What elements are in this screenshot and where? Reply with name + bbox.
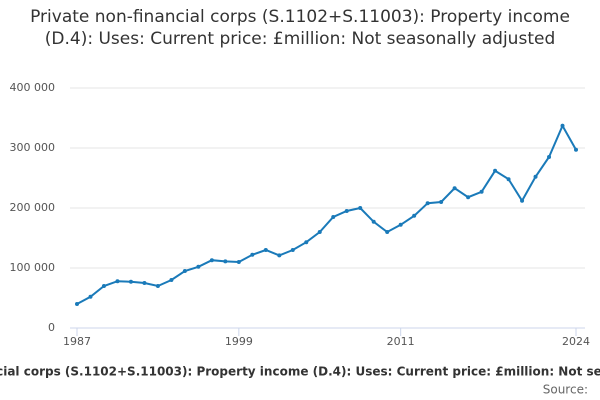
y-tick-label: 300 000 [10,141,56,154]
data-point [479,189,484,194]
data-point [344,209,349,213]
data-point [493,168,498,173]
data-point [506,177,511,182]
data-point [452,186,457,191]
data-point [304,240,309,245]
data-point [115,279,120,284]
x-tick-label: 2011 [387,335,415,348]
source: Source: [543,383,588,397]
data-point [466,195,471,200]
data-point [101,284,106,288]
data-point [209,258,214,263]
data-point [574,147,578,152]
series-line [76,123,577,305]
data-point [425,201,430,206]
x-tick-label: 1999 [225,335,253,348]
data-point [412,213,417,218]
data-point [358,206,363,210]
data-point [331,215,336,219]
data-point [290,248,295,252]
data-point [439,200,444,204]
data-point [142,281,147,285]
data-point [560,123,565,128]
x-tick-label: 2024 [562,335,590,348]
data-point [317,230,322,234]
data-point [398,222,403,227]
data-point [88,294,93,299]
data-point [182,269,187,273]
y-tick-label: 0 [48,321,55,334]
y-tick-label: 400 000 [10,81,56,94]
y-tick-label: 200 000 [10,201,56,214]
data-point [196,264,201,269]
data-point [250,252,255,257]
data-point [547,155,552,159]
data-point [371,219,376,224]
data-point [128,279,133,284]
y-tick-label: 100 000 [10,261,56,274]
data-point [75,302,79,306]
data-point [169,278,174,282]
chart-title: Private non-financial corps (S.1102+S.11… [30,7,570,49]
data-point [533,174,538,179]
data-point [236,260,241,264]
data-point [385,230,390,234]
data-point [223,259,228,264]
data-point [520,198,525,203]
legend-label: Private non-financial corps (S.1102+S.11… [0,365,600,379]
data-point [263,248,268,252]
data-point [155,284,160,288]
data-point [277,253,282,258]
x-tick-label: 1987 [63,335,91,348]
